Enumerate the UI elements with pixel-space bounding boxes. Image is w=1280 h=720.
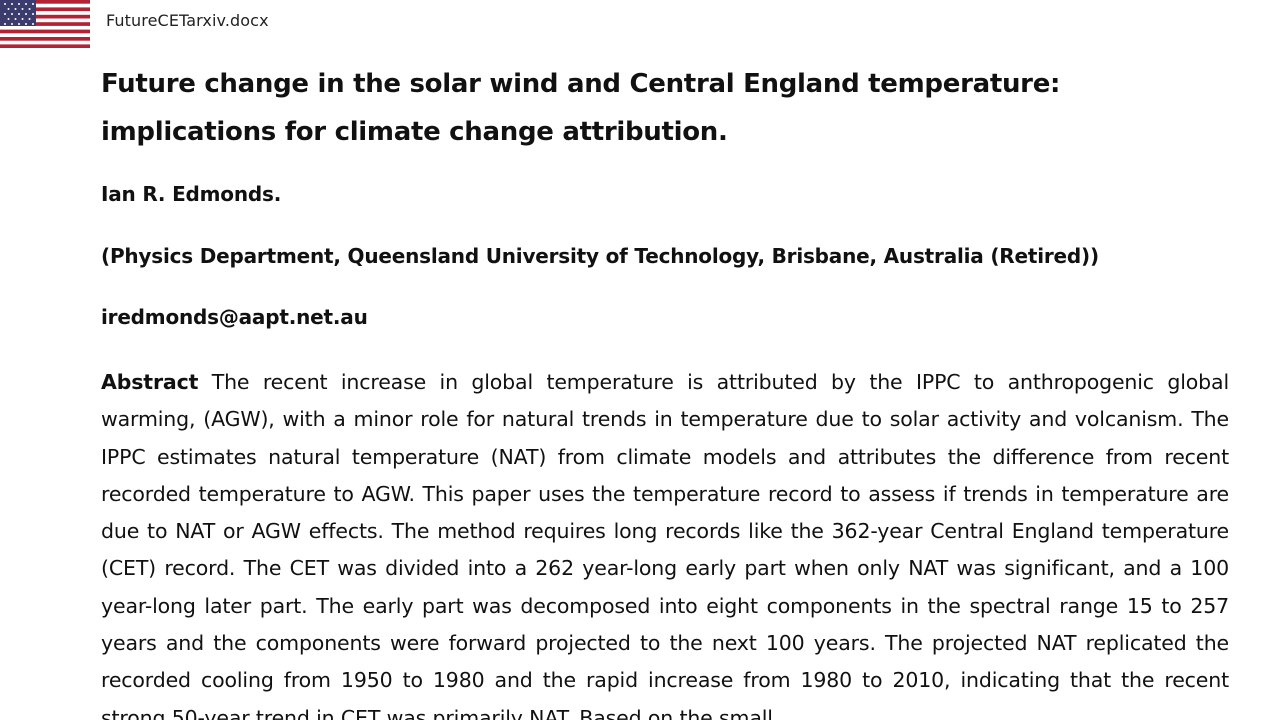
abstract-paragraph: Abstract The recent increase in global t… bbox=[101, 364, 1229, 720]
author-name: Ian R. Edmonds. bbox=[101, 182, 282, 206]
abstract-text: The recent increase in global temperatur… bbox=[101, 370, 1229, 720]
us-flag-icon bbox=[0, 0, 90, 48]
author-affiliation: (Physics Department, Queensland Universi… bbox=[101, 244, 1099, 268]
abstract-label: Abstract bbox=[101, 370, 199, 394]
author-email: iredmonds@aapt.net.au bbox=[101, 305, 368, 329]
paper-title: Future change in the solar wind and Cent… bbox=[101, 69, 1061, 147]
document-filename: FutureCETarxiv.docx bbox=[106, 11, 269, 30]
document-page: Future change in the solar wind and Cent… bbox=[101, 60, 1229, 720]
